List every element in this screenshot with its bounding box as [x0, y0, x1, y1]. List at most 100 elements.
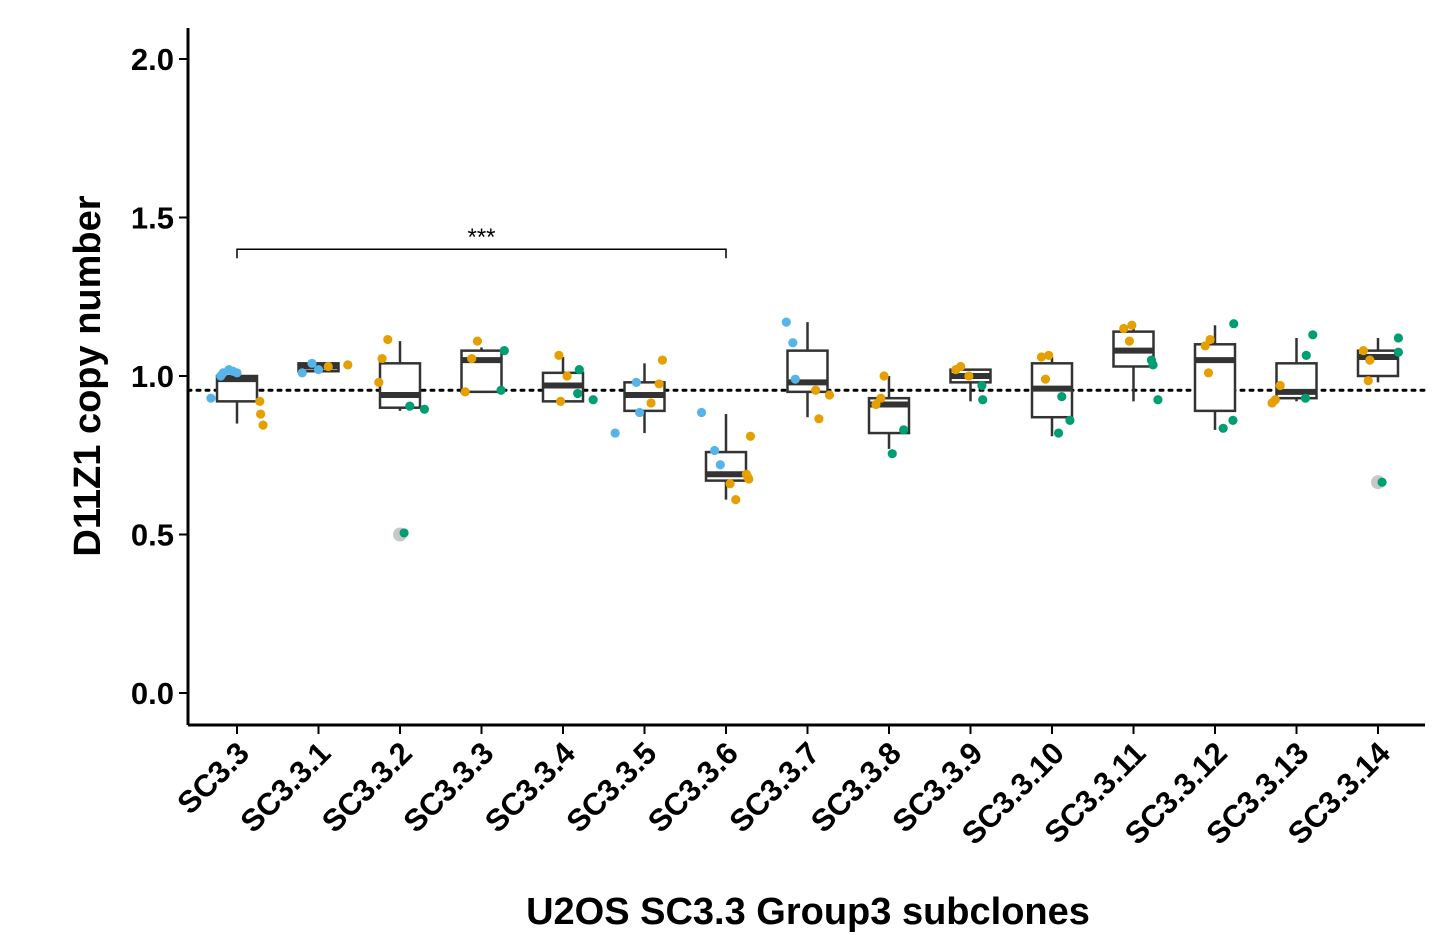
- data-point: [1393, 347, 1403, 357]
- x-tick-label: SC3.3.3: [396, 735, 500, 839]
- data-point: [1057, 392, 1067, 402]
- data-point: [307, 358, 317, 368]
- y-tick-label: 1.5: [131, 201, 174, 236]
- data-point: [788, 338, 798, 348]
- box-SC3.3.8: [867, 376, 911, 449]
- data-point: [790, 374, 800, 384]
- data-point: [1358, 346, 1368, 356]
- data-point: [964, 371, 974, 381]
- data-point: [1228, 415, 1238, 425]
- data-point: [814, 414, 824, 424]
- data-point: [323, 361, 333, 372]
- data-point: [383, 334, 393, 345]
- data-point: [887, 449, 897, 459]
- x-tick-label: SC3.3.4: [478, 735, 582, 839]
- data-point: [657, 355, 668, 365]
- data-point: [1119, 323, 1129, 334]
- data-point: [1363, 376, 1373, 386]
- data-point: [879, 371, 889, 381]
- data-point: [256, 409, 266, 419]
- data-point: [715, 460, 725, 470]
- data-point: [781, 317, 791, 327]
- y-tick-label: 1.0: [131, 359, 174, 394]
- data-point: [610, 428, 620, 438]
- bracket-line: [236, 248, 727, 259]
- data-point: [871, 399, 881, 410]
- data-point: [745, 431, 756, 441]
- data-point: [977, 380, 987, 391]
- box-body: [1193, 343, 1237, 413]
- data-point: [978, 395, 988, 405]
- point-layer: [206, 317, 1403, 542]
- data-point: [1301, 350, 1311, 360]
- data-point: [811, 385, 821, 395]
- box-SC3.3.10: [1030, 356, 1074, 437]
- data-point: [1203, 368, 1214, 378]
- box-SC3.3.2: [378, 341, 422, 411]
- data-point: [343, 360, 353, 370]
- x-tick-label: SC3.3.7: [722, 735, 826, 839]
- data-point: [1267, 398, 1277, 408]
- x-tick-label: SC3.3.6: [641, 735, 745, 839]
- box-SC3.3.14: [1356, 337, 1400, 383]
- data-point: [255, 396, 265, 406]
- data-point: [562, 371, 572, 381]
- significance-layer: ***: [236, 224, 727, 259]
- data-point: [1393, 333, 1403, 343]
- box-SC3.3: [215, 372, 259, 424]
- data-point: [1300, 393, 1311, 403]
- data-point: [1065, 415, 1075, 425]
- data-point: [654, 379, 664, 389]
- data-point: [1040, 374, 1051, 384]
- x-axis-title: U2OS SC3.3 Group3 subclones: [526, 891, 1090, 933]
- data-point: [1044, 350, 1054, 360]
- data-point: [399, 528, 409, 538]
- data-point: [696, 407, 707, 418]
- x-tick-label: SC3.3.5: [559, 735, 663, 839]
- data-point: [824, 390, 835, 400]
- data-point: [1036, 352, 1047, 362]
- data-point: [374, 377, 384, 387]
- data-point: [496, 385, 506, 395]
- data-point: [1153, 395, 1163, 405]
- data-point: [1229, 319, 1239, 329]
- y-axis-title: D11Z1 copy number: [67, 195, 109, 556]
- x-tick-label: SC3.3.1: [233, 735, 337, 839]
- data-point: [876, 393, 886, 403]
- box-SC3.3.7: [786, 322, 829, 418]
- box-SC3.3.5: [623, 363, 666, 434]
- x-tick-label: SC3.3.2: [315, 735, 419, 839]
- axis-layer: 0.00.51.01.52.0SC3.3SC3.3.1SC3.3.2SC3.3.…: [131, 28, 1425, 851]
- significance-label: ***: [467, 224, 495, 251]
- data-point: [1365, 355, 1375, 365]
- data-point: [1377, 477, 1387, 487]
- data-point: [313, 365, 324, 375]
- data-point: [460, 387, 470, 397]
- data-point: [744, 474, 754, 484]
- data-point: [467, 353, 477, 364]
- data-point: [709, 445, 720, 456]
- data-point: [1200, 341, 1210, 351]
- data-point: [1124, 336, 1135, 346]
- box-layer: [215, 322, 1400, 500]
- data-point: [258, 420, 268, 430]
- significance-bracket: ***: [236, 224, 727, 259]
- data-point: [555, 396, 566, 406]
- data-point: [588, 395, 598, 405]
- data-point: [1053, 428, 1064, 438]
- y-tick-label: 0.0: [131, 676, 174, 711]
- box-SC3.3.13: [1275, 337, 1318, 402]
- box-SC3.3.6: [704, 414, 748, 500]
- data-point: [405, 401, 415, 411]
- data-point: [419, 404, 430, 414]
- data-point: [631, 377, 641, 387]
- data-point: [472, 336, 483, 346]
- data-point: [297, 368, 307, 378]
- y-tick-label: 2.0: [131, 42, 174, 77]
- data-point: [951, 365, 961, 375]
- data-point: [377, 353, 387, 364]
- data-point: [1275, 380, 1285, 391]
- box-SC3.3.3: [460, 347, 503, 394]
- data-point: [232, 368, 242, 378]
